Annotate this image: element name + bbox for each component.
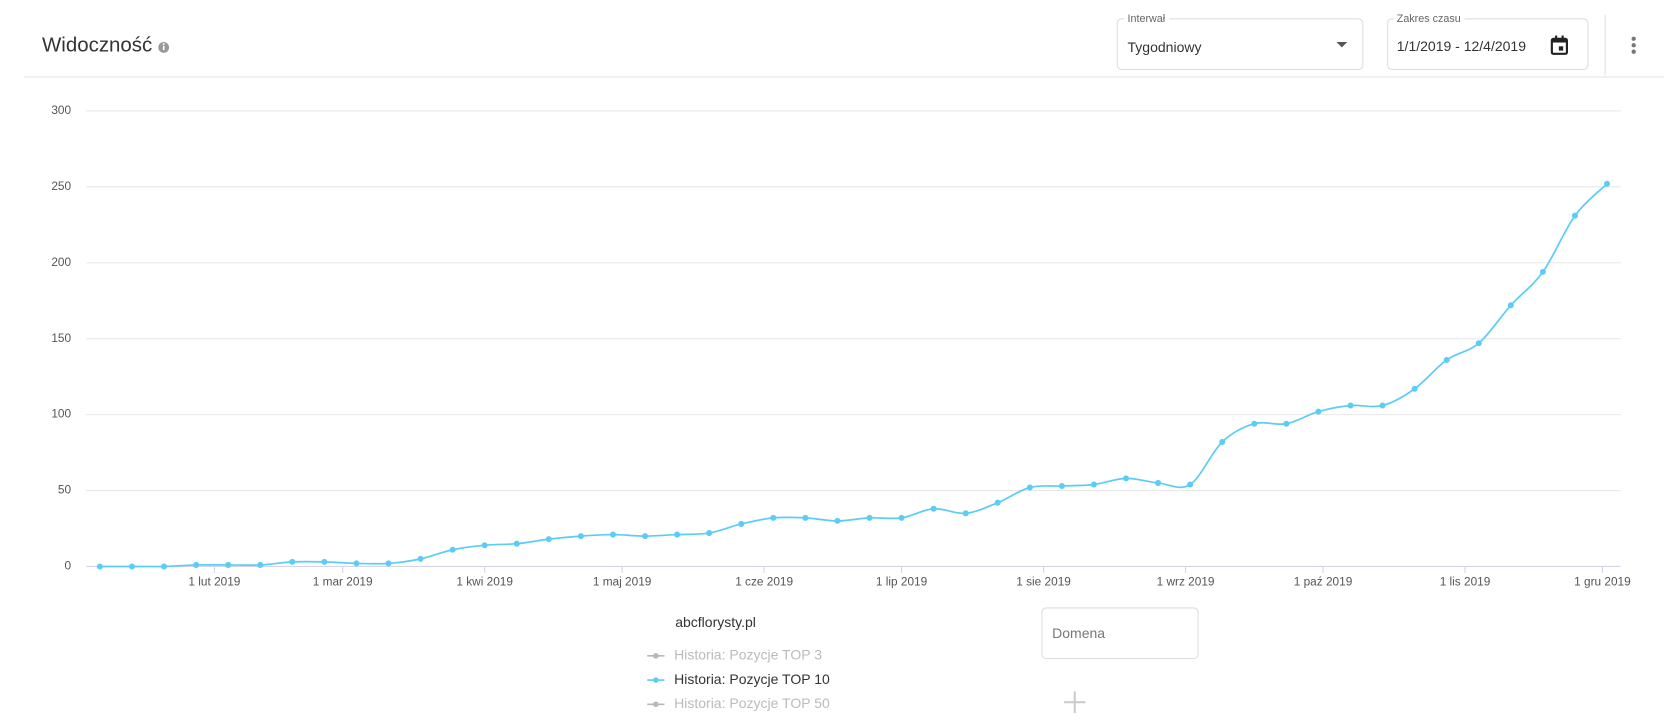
point: [577, 533, 584, 540]
x-tick-label: 1 paź 2019: [1294, 575, 1353, 589]
x-tick-label: 1 lut 2019: [188, 575, 240, 589]
legend-dot: [653, 701, 659, 708]
legend-title: abcflorysty.pl: [675, 614, 756, 630]
add-button[interactable]: [1064, 691, 1086, 713]
point: [321, 558, 328, 565]
point: [385, 560, 392, 567]
calendar-icon[interactable]: [1550, 35, 1568, 55]
x-tick-label: 1 mar 2019: [313, 575, 373, 589]
domain-input[interactable]: Domena: [1041, 607, 1199, 660]
point: [898, 514, 905, 521]
point: [642, 533, 649, 540]
point: [1251, 420, 1258, 427]
point: [1187, 481, 1194, 488]
more-menu[interactable]: [1631, 36, 1636, 54]
y-tick-label: 0: [64, 559, 71, 573]
field-value: Tygodniowy: [1128, 39, 1202, 55]
point: [1379, 402, 1386, 409]
point: [1571, 212, 1578, 219]
input-placeholder: Domena: [1052, 625, 1105, 641]
legend-item[interactable]: Historia: Pozycje TOP 10: [647, 671, 830, 687]
y-tick-label: 250: [51, 179, 71, 193]
point: [1315, 408, 1322, 415]
point: [1219, 438, 1226, 445]
point: [1539, 268, 1546, 275]
legend: Historia: Pozycje TOP 3 Historia: Pozycje…: [647, 647, 830, 711]
point: [1058, 482, 1065, 489]
point: [1604, 180, 1611, 187]
legend-label: Historia: Pozycje TOP 10: [674, 671, 830, 687]
point: [1155, 479, 1162, 486]
date-range-field[interactable]: Zakres czasu 1/1/2019 - 12/4/2019: [1387, 12, 1589, 70]
point: [738, 520, 745, 527]
point: [866, 514, 873, 521]
line: [99, 183, 1608, 568]
x-tick-label: 1 kwi 2019: [456, 575, 513, 589]
field-label: Zakres czasu: [1397, 13, 1461, 25]
point: [289, 558, 296, 565]
point: [193, 561, 200, 568]
x-tick-label: 1 sie 2019: [1016, 575, 1071, 589]
legend-item[interactable]: Historia: Pozycje TOP 50: [647, 695, 830, 711]
point: [449, 546, 456, 553]
legend-label: Historia: Pozycje TOP 50: [674, 695, 830, 711]
point: [770, 514, 777, 521]
info-icon[interactable]: [158, 42, 170, 53]
point: [802, 514, 809, 521]
card-title: Widoczność: [42, 34, 152, 57]
point: [545, 536, 552, 543]
x-tick-label: 1 cze 2019: [735, 575, 793, 589]
point: [225, 561, 232, 568]
y-tick-label: 300: [51, 103, 71, 117]
field-value: 1/1/2019 - 12/4/2019: [1397, 38, 1526, 54]
point: [834, 517, 841, 524]
legend-dot: [653, 677, 659, 683]
field-label: Interwał: [1128, 13, 1166, 25]
y-tick-label: 150: [51, 331, 71, 345]
point: [962, 510, 969, 517]
point: [994, 499, 1001, 506]
y-tick-label: 200: [51, 255, 71, 269]
y-tick-label: 100: [51, 407, 71, 421]
point: [674, 531, 681, 538]
x-tick-label: 1 gru 2019: [1574, 575, 1631, 589]
x-tick-label: 1 lis 2019: [1440, 575, 1491, 589]
point: [1026, 484, 1033, 491]
point: [481, 542, 488, 549]
interval-select[interactable]: Interwał Tygodniowy: [1116, 12, 1364, 70]
point: [1507, 302, 1514, 309]
legend-item[interactable]: Historia: Pozycje TOP 3: [647, 647, 822, 663]
point: [1443, 356, 1450, 363]
x-tick-label: 1 maj 2019: [593, 575, 652, 589]
point: [417, 555, 424, 562]
point: [1475, 340, 1482, 347]
point: [96, 563, 103, 570]
point: [1123, 475, 1130, 482]
point: [706, 530, 713, 537]
point: [257, 561, 264, 568]
legend-dot: [653, 653, 659, 659]
point: [609, 531, 616, 538]
point: [1090, 481, 1097, 488]
point: [930, 505, 937, 512]
x-tick-label: 1 lip 2019: [876, 575, 928, 589]
point: [1347, 402, 1354, 409]
point: [128, 563, 135, 570]
legend-label: Historia: Pozycje TOP 3: [674, 647, 822, 663]
point: [1283, 420, 1290, 427]
x-tick-label: 1 wrz 2019: [1157, 575, 1215, 589]
y-tick-label: 50: [58, 483, 72, 497]
point: [1411, 385, 1418, 392]
point: [513, 540, 520, 547]
point: [161, 563, 168, 570]
point: [353, 560, 360, 567]
